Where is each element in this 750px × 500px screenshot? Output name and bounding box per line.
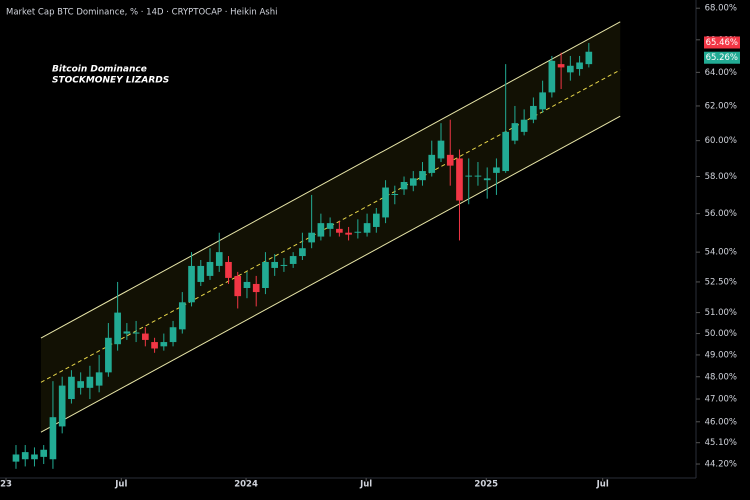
candle-body — [409, 178, 417, 186]
y-tick-label: 60.00% — [705, 136, 737, 146]
y-tick-label: 47.00% — [705, 395, 737, 405]
candle-body — [345, 232, 352, 235]
candle-body — [123, 331, 131, 334]
candle-body — [12, 454, 20, 462]
candle-body — [354, 231, 362, 233]
candle-body — [21, 452, 29, 460]
candle-body — [188, 265, 195, 303]
candle-body — [493, 167, 500, 173]
candle-body — [382, 187, 389, 218]
candle-body — [465, 175, 473, 177]
candle-body — [58, 385, 66, 427]
candle-body — [483, 178, 491, 181]
x-tick-label: Jul — [114, 480, 127, 490]
candle-body — [142, 333, 149, 340]
candle-body — [539, 92, 546, 110]
candle-body — [576, 62, 583, 70]
candle-body — [215, 252, 223, 266]
candle-body — [197, 265, 205, 282]
candle-body — [548, 60, 556, 93]
candle-body — [86, 376, 94, 388]
candle-body — [262, 261, 269, 289]
y-tick-label: 58.00% — [705, 172, 737, 182]
annotation: Bitcoin Dominance — [52, 65, 147, 75]
chart-title: Market Cap BTC Dominance, % · 14D · CRYP… — [6, 8, 277, 18]
candle-body — [206, 261, 214, 276]
candle-body — [77, 381, 84, 388]
candle-body — [243, 281, 251, 289]
candle-body — [234, 275, 242, 297]
candle-body — [530, 105, 537, 120]
candle-body — [474, 175, 482, 177]
candle-body — [31, 454, 38, 460]
x-tick-label: 2025 — [474, 480, 498, 490]
price-label-box — [704, 51, 740, 64]
candle-body — [326, 223, 334, 229]
candle-body — [105, 337, 112, 373]
candle-body — [400, 182, 408, 190]
x-tick-label: Jul — [596, 480, 609, 490]
y-tick-label: 52.50% — [705, 277, 737, 287]
candle-body — [391, 193, 399, 195]
y-tick-label: 64.00% — [705, 68, 737, 78]
channel-lower — [40, 115, 621, 433]
candle-body — [308, 232, 315, 243]
candle-body — [567, 65, 574, 73]
candle-body — [271, 261, 279, 268]
candle-body — [299, 248, 306, 257]
candle-body — [446, 154, 454, 166]
y-tick-label: 49.00% — [705, 350, 737, 360]
candle-body — [419, 171, 426, 181]
candle-body — [336, 228, 343, 233]
candle-body — [520, 119, 528, 132]
candle-body — [585, 51, 593, 65]
candle-body — [502, 131, 509, 172]
candle-body — [132, 332, 140, 334]
candle-body — [40, 449, 48, 457]
y-tick-label: 48.00% — [705, 372, 737, 382]
candle-body — [372, 213, 380, 227]
price-label: 65.26% — [706, 53, 738, 63]
candle-body — [178, 302, 186, 330]
price-label-box — [704, 36, 740, 49]
x-tick-label: 23 — [0, 480, 12, 490]
candle-body — [252, 283, 260, 293]
y-tick-label: 44.20% — [705, 460, 737, 470]
y-tick-label: 50.00% — [705, 329, 737, 339]
candle-body — [363, 223, 371, 233]
y-tick-label: 54.00% — [705, 248, 737, 258]
candle-body — [289, 256, 297, 264]
candle-body — [169, 327, 177, 343]
candle-body — [437, 140, 445, 159]
candle-body — [280, 264, 288, 266]
y-tick-label: 68.00% — [705, 4, 737, 14]
y-tick-label: 45.10% — [705, 438, 737, 448]
annotation: STOCKMONEY LIZARDS — [52, 76, 169, 86]
candle-body — [160, 342, 168, 347]
y-tick-label: 62.00% — [705, 101, 737, 111]
candle-body — [49, 417, 57, 460]
candle-body — [317, 223, 325, 237]
y-tick-label: 56.00% — [705, 209, 737, 219]
y-tick-label: 46.00% — [705, 417, 737, 427]
candle-body — [68, 376, 75, 400]
x-tick-label: 2024 — [234, 480, 258, 490]
candle-body — [151, 342, 158, 349]
candle-body — [456, 158, 463, 201]
candle-body — [557, 64, 565, 68]
channel-upper — [40, 21, 621, 339]
price-label: 65.46% — [706, 38, 738, 48]
candle-body — [95, 372, 103, 386]
candle-body — [511, 123, 519, 141]
candle-body — [428, 154, 436, 173]
candle-body — [225, 261, 232, 278]
y-tick-label: 51.00% — [705, 308, 737, 318]
x-tick-label: Jul — [359, 480, 372, 490]
candle-body — [114, 312, 121, 345]
